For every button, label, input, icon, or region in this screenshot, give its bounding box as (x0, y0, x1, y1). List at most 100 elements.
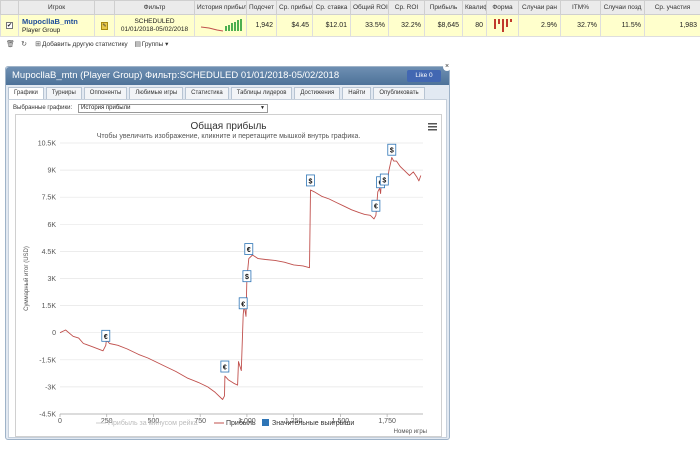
row-checkbox-cell[interactable]: ✔ (0, 14, 19, 37)
chevron-down-icon: ▼ (260, 105, 265, 111)
svg-text:€: € (223, 365, 227, 372)
y-tick-label: 1.5K (42, 303, 57, 310)
x-axis-title: Номер игры (394, 429, 427, 435)
groups-icon: ▤ (134, 41, 141, 48)
add-stats-button[interactable]: ⊞Добавить другую статистику (34, 41, 128, 49)
svg-text:$: $ (390, 148, 394, 155)
column-header-profit[interactable]: Прибыль (424, 0, 463, 15)
x-tick-label: 1,500 (332, 418, 350, 425)
delete-icon[interactable]: 🗑 (6, 40, 15, 48)
x-tick-label: 500 (148, 418, 160, 425)
x-tick-label: 1,000 (238, 418, 256, 425)
y-tick-label: 10.5K (38, 141, 57, 148)
groups-button[interactable]: ▤Группы ▾ (134, 40, 169, 49)
column-header-avg-stake[interactable]: Ср. ставка (312, 0, 351, 15)
form-cell (486, 14, 519, 37)
column-header-avg-roi[interactable]: Ср. ROI (388, 0, 425, 15)
y-tick-label: 4.5K (42, 249, 57, 256)
row-checkbox[interactable]: ✔ (6, 22, 13, 29)
y-tick-label: 7.5K (42, 195, 57, 202)
add-stats-label: Добавить другую статистику (42, 40, 128, 48)
itm-value: 32.7% (560, 14, 601, 37)
chart-panel: MupocllaB_mtn (Player Group) Фильтр:SCHE… (5, 63, 451, 440)
big-win-marker: € (220, 360, 230, 373)
column-header-profit-history[interactable]: История прибыл (194, 0, 247, 15)
panel-header: MupocllaB_mtn (Player Group) Фильтр:SCHE… (6, 67, 449, 85)
tab-favorite-games[interactable]: Любимые игры (129, 87, 184, 99)
big-win-marker: € (371, 199, 381, 212)
svg-text:$: $ (309, 178, 313, 185)
column-header-count[interactable]: Подсчет (246, 0, 277, 15)
chart-container[interactable]: Общая прибыль Чтобы увеличить изображение… (15, 114, 442, 437)
tab-find[interactable]: Найти (342, 87, 372, 99)
big-win-marker: € (101, 329, 111, 342)
column-header-filter[interactable]: Фильтр (114, 0, 195, 15)
tab-leaderboards[interactable]: Таблицы лидеров (230, 87, 293, 99)
stats-toolbar: 🗑 ↻ ⊞Добавить другую статистику ▤Группы … (0, 37, 700, 52)
notes-cell: ✎ (94, 14, 115, 37)
x-tick-label: 1,750 (378, 418, 396, 425)
column-header-avg-profit[interactable]: Ср. прибыл (276, 0, 313, 15)
profit-value: $8,645 (424, 14, 463, 37)
chart-menu-icon[interactable] (428, 123, 437, 131)
tab-achievements[interactable]: Достижения (294, 87, 341, 99)
column-header-form[interactable]: Форма (486, 0, 519, 15)
svg-text:€: € (241, 301, 245, 308)
player-name-link[interactable]: MupocllaB_mtn (22, 17, 78, 26)
tab-publish[interactable]: Опубликовать (373, 87, 425, 99)
close-icon[interactable]: × (443, 63, 451, 71)
column-header-avg-entries[interactable]: Ср. участия (644, 0, 700, 15)
stats-header-row: Игрок Фильтр История прибыл Подсчет Ср. … (0, 0, 700, 15)
chart-select[interactable]: История прибыли ▼ (78, 104, 268, 113)
panel-tabs: Графики Турниры Оппоненты Любимые игры С… (8, 87, 425, 99)
svg-text:$: $ (245, 274, 249, 281)
column-header-qualify[interactable]: Квалиф (462, 0, 487, 15)
column-header-early[interactable]: Случаи ран (518, 0, 561, 15)
chart-title: Общая прибыль (190, 120, 266, 132)
filter-cell: SCHEDULED 01/01/2018-05/02/2018 (114, 14, 195, 37)
tab-statistics[interactable]: Статистика (185, 87, 229, 99)
x-tick-label: 750 (194, 418, 206, 425)
column-header-itm[interactable]: ITM% (560, 0, 601, 15)
avg-profit-value: $4.45 (276, 14, 313, 37)
big-win-marker: € (244, 243, 254, 255)
count-value: 1,942 (246, 14, 277, 37)
big-win-marker: $ (306, 174, 315, 187)
column-header[interactable] (94, 0, 115, 15)
big-win-marker: $ (387, 143, 397, 156)
tab-tournaments[interactable]: Турниры (45, 87, 82, 99)
y-tick-label: -4.5K (39, 412, 56, 419)
column-header-total-roi[interactable]: Общий ROI (350, 0, 389, 15)
stats-table: Игрок Фильтр История прибыл Подсчет Ср. … (0, 0, 700, 37)
svg-text:€: € (247, 247, 251, 254)
early-cases-value: 2.9% (518, 14, 561, 37)
big-win-marker: € (238, 297, 248, 310)
y-tick-label: 3K (47, 276, 56, 283)
legend-label-big-wins: Значительные выигрыши (272, 420, 354, 427)
tab-charts[interactable]: Графики (8, 87, 44, 99)
facebook-like-button[interactable]: Like 0 (407, 70, 441, 82)
chart-select-label: Выбранные графики: (13, 105, 73, 111)
add-icon: ⊞ (35, 40, 41, 48)
legend-label-excl-rake: Прибыль за минусом рейка (108, 419, 198, 427)
big-win-marker: $ (242, 270, 252, 283)
svg-text:€: € (374, 204, 378, 211)
chevron-down-icon: ▾ (165, 41, 169, 48)
column-header-late[interactable]: Случаи позд (600, 0, 645, 15)
refresh-icon[interactable]: ↻ (21, 40, 27, 48)
legend-swatch-big-wins (262, 419, 269, 426)
total-roi-value: 33.5% (350, 14, 389, 37)
player-cell: MupocllaB_mtn Player Group (18, 14, 95, 37)
column-header-player[interactable]: Игрок (18, 0, 95, 15)
panel-title: MupocllaB_mtn (Player Group) Фильтр:SCHE… (12, 70, 340, 81)
tab-opponents[interactable]: Оппоненты (83, 87, 128, 99)
avg-stake-value: $12.01 (312, 14, 351, 37)
profit-history-cell (194, 14, 247, 37)
y-tick-label: 0 (52, 330, 56, 337)
column-header[interactable] (0, 0, 19, 15)
chart-subtitle: Чтобы увеличить изображение, кликните и … (97, 132, 361, 140)
player-group-label: Player Group (22, 27, 61, 34)
table-row[interactable]: ✔ MupocllaB_mtn Player Group ✎ SCHEDULED… (0, 14, 700, 37)
notes-icon[interactable]: ✎ (101, 21, 108, 30)
